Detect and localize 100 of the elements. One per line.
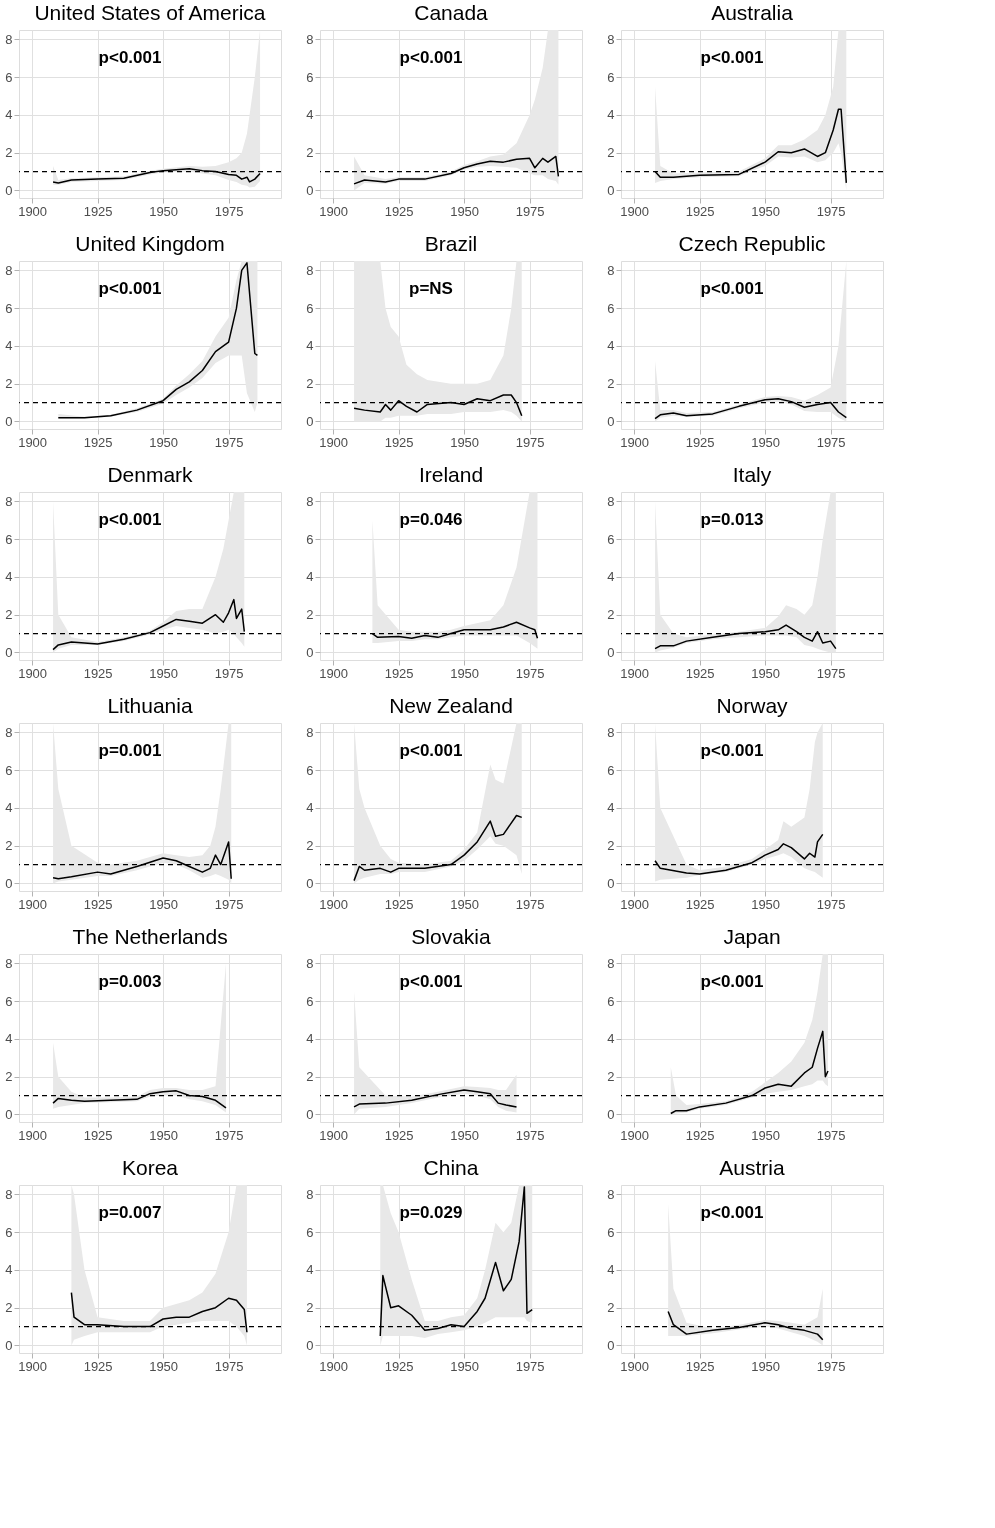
x-tick-label: 1925	[384, 203, 414, 219]
x-tick-label: 1975	[214, 203, 244, 219]
y-tick-label: 6	[607, 993, 615, 1009]
y-tick-label: 8	[5, 31, 13, 47]
y-tick-label: 2	[306, 145, 314, 161]
y-tick-label: 6	[607, 531, 615, 547]
y-tick-label: 6	[5, 1224, 13, 1240]
y-tick-label: 6	[5, 993, 13, 1009]
y-tick-label: 4	[5, 569, 13, 585]
y-tick-label: 8	[306, 31, 314, 47]
x-tick-label: 1925	[685, 665, 715, 681]
y-tick-label: 4	[5, 1031, 13, 1047]
x-tick-label: 1975	[515, 203, 545, 219]
x-tick-label: 1900	[18, 1127, 48, 1143]
x-tick-label: 1925	[384, 665, 414, 681]
y-tick-label: 8	[607, 1186, 615, 1202]
x-tick-label: 1925	[83, 203, 113, 219]
chart-title: United States of America	[34, 1, 266, 24]
y-tick-label: 6	[306, 1224, 314, 1240]
x-tick-label: 1925	[685, 1127, 715, 1143]
x-tick-label: 1900	[620, 896, 650, 912]
y-tick-label: 6	[306, 993, 314, 1009]
x-tick-label: 1925	[83, 1127, 113, 1143]
x-tick-label: 1975	[816, 203, 846, 219]
y-tick-label: 6	[5, 762, 13, 778]
x-tick-label: 1900	[319, 1358, 349, 1374]
y-tick-label: 8	[306, 493, 314, 509]
x-tick-label: 1900	[620, 1358, 650, 1374]
y-tick-label: 0	[607, 875, 615, 891]
x-tick-label: 1900	[319, 434, 349, 450]
annotation: p=NS	[409, 279, 453, 298]
y-tick-label: 0	[306, 413, 314, 429]
y-tick-label: 6	[607, 1224, 615, 1240]
y-tick-label: 4	[607, 569, 615, 585]
y-tick-label: 6	[306, 531, 314, 547]
x-tick-label: 1975	[816, 896, 846, 912]
x-tick-label: 1900	[18, 434, 48, 450]
annotation: p=0.003	[98, 972, 162, 991]
annotation: p=0.046	[399, 510, 463, 529]
y-tick-label: 0	[306, 1106, 314, 1122]
y-tick-label: 0	[306, 182, 314, 198]
chart-title: Czech Republic	[678, 232, 826, 255]
y-tick-label: 2	[607, 145, 615, 161]
x-tick-label: 1975	[816, 434, 846, 450]
x-tick-label: 1975	[214, 1358, 244, 1374]
chart-title: Japan	[723, 925, 781, 948]
x-tick-label: 1950	[450, 1127, 480, 1143]
y-tick-label: 8	[607, 493, 615, 509]
x-tick-label: 1950	[751, 1127, 781, 1143]
x-tick-label: 1950	[450, 1358, 480, 1374]
y-tick-label: 8	[5, 955, 13, 971]
x-tick-label: 1975	[816, 665, 846, 681]
y-tick-label: 8	[5, 262, 13, 278]
annotation: p<0.001	[700, 279, 764, 298]
x-tick-label: 1950	[450, 434, 480, 450]
x-tick-label: 1975	[515, 665, 545, 681]
x-tick-label: 1975	[515, 896, 545, 912]
annotation: p=0.001	[98, 741, 162, 760]
chart-title: China	[423, 1156, 479, 1179]
y-tick-label: 2	[5, 838, 13, 854]
x-tick-label: 1950	[149, 1358, 179, 1374]
x-tick-label: 1975	[214, 1127, 244, 1143]
y-tick-label: 2	[607, 607, 615, 623]
y-tick-label: 2	[306, 376, 314, 392]
x-tick-label: 1975	[214, 434, 244, 450]
y-tick-label: 8	[5, 493, 13, 509]
x-tick-label: 1900	[319, 203, 349, 219]
y-tick-label: 2	[5, 1069, 13, 1085]
annotation: p<0.001	[399, 972, 463, 991]
y-tick-label: 0	[5, 1337, 13, 1353]
y-tick-label: 6	[5, 300, 13, 316]
y-tick-label: 4	[5, 1262, 13, 1278]
y-tick-label: 8	[306, 724, 314, 740]
chart-title: United Kingdom	[75, 232, 225, 255]
x-tick-label: 1925	[83, 896, 113, 912]
x-tick-label: 1975	[515, 434, 545, 450]
x-tick-label: 1925	[83, 434, 113, 450]
annotation: p<0.001	[700, 48, 764, 67]
chart-title: Australia	[711, 1, 794, 24]
y-tick-label: 2	[5, 1300, 13, 1316]
y-tick-label: 2	[607, 838, 615, 854]
x-tick-label: 1900	[620, 434, 650, 450]
chart-title: Canada	[414, 1, 489, 24]
y-tick-label: 0	[5, 413, 13, 429]
x-tick-label: 1925	[685, 896, 715, 912]
chart-title: New Zealand	[389, 694, 513, 717]
y-tick-label: 4	[5, 800, 13, 816]
x-tick-label: 1900	[18, 203, 48, 219]
y-tick-label: 0	[306, 1337, 314, 1353]
x-tick-label: 1925	[384, 1127, 414, 1143]
chart-title: Norway	[716, 694, 789, 717]
x-tick-label: 1950	[450, 896, 480, 912]
chart-title: Lithuania	[107, 694, 193, 717]
x-tick-label: 1900	[319, 1127, 349, 1143]
y-tick-label: 0	[5, 182, 13, 198]
y-tick-label: 0	[5, 875, 13, 891]
y-tick-label: 2	[306, 1069, 314, 1085]
y-tick-label: 4	[607, 1262, 615, 1278]
x-tick-label: 1900	[18, 1358, 48, 1374]
y-tick-label: 6	[607, 69, 615, 85]
